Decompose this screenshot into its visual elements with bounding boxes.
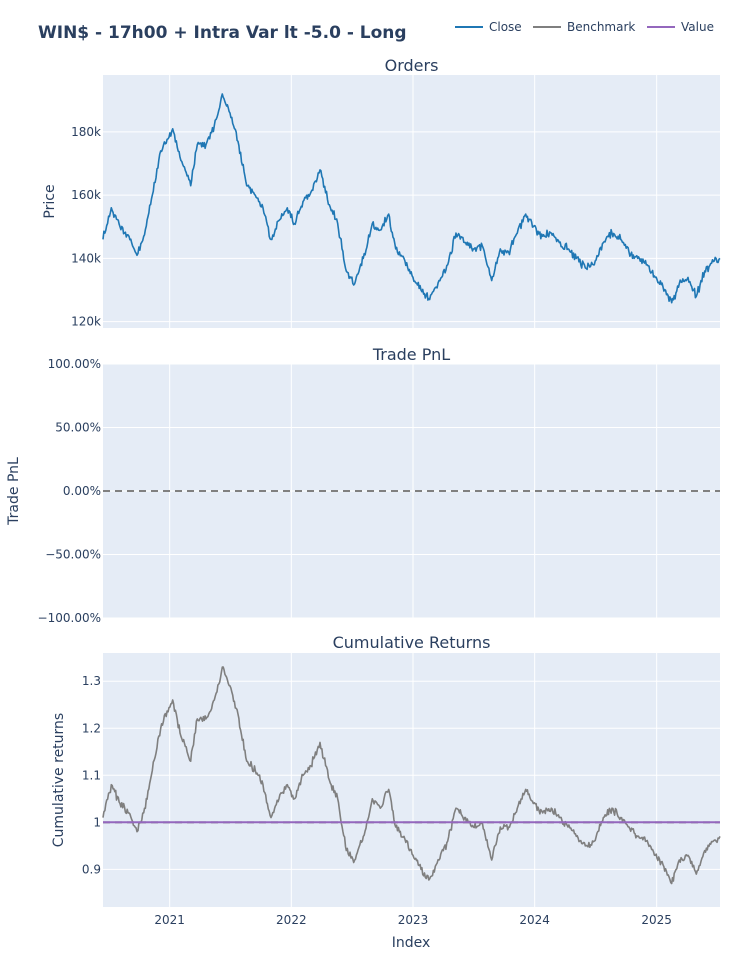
- y-tick-label: 100.00%: [48, 357, 101, 371]
- panel-orders: 120k 140k 160k 180k Orders Price: [42, 56, 721, 329]
- y-tick-label: −100.00%: [38, 611, 101, 625]
- y-tick-label: 0.9: [82, 862, 101, 876]
- x-tick-label: 2024: [519, 913, 550, 927]
- y-axis-label: Trade PnL: [6, 457, 22, 526]
- legend-label: Value: [681, 20, 714, 34]
- panel-title: Trade PnL: [372, 345, 450, 364]
- x-tick-label: 2022: [276, 913, 307, 927]
- y-tick-label: 1.3: [82, 674, 101, 688]
- y-tick-label: 120k: [71, 315, 101, 329]
- y-axis-label: Price: [42, 184, 58, 218]
- y-tick-label: 180k: [71, 125, 101, 139]
- plot-area[interactable]: [103, 653, 720, 907]
- legend[interactable]: Close Benchmark Value: [455, 20, 714, 34]
- x-tick-label: 2021: [154, 913, 185, 927]
- y-tick-label: 50.00%: [55, 421, 101, 435]
- y-tick-label: 1.1: [82, 768, 101, 782]
- y-tick-label: 1.2: [82, 721, 101, 735]
- y-tick-label: 1: [93, 815, 101, 829]
- legend-item-value[interactable]: Value: [647, 20, 714, 34]
- y-tick-label: 140k: [71, 251, 101, 265]
- x-tick-label: 2023: [398, 913, 429, 927]
- panel-title: Cumulative Returns: [333, 633, 491, 652]
- y-tick-label: −50.00%: [45, 548, 101, 562]
- legend-label: Close: [489, 20, 522, 34]
- x-axis-label: Index: [392, 935, 431, 951]
- y-axis-label: Cumulative returns: [51, 713, 67, 847]
- legend-item-close[interactable]: Close: [455, 20, 522, 34]
- legend-label: Benchmark: [567, 20, 635, 34]
- panel-trade-pnl: −100.00% −50.00% 0.00% 50.00% 100.00% Trade P…: [6, 345, 720, 625]
- y-tick-label: 0.00%: [63, 484, 101, 498]
- series-line-benchmark[interactable]: [102, 666, 721, 885]
- panel-title: Orders: [385, 56, 439, 75]
- y-tick-label: 160k: [71, 188, 101, 202]
- chart-title: WIN$ - 17h00 + Intra Var lt -5.0 - Long: [38, 23, 407, 43]
- x-tick-label: 2025: [641, 913, 672, 927]
- plot-area[interactable]: [103, 75, 720, 328]
- series-line-close[interactable]: [102, 93, 721, 304]
- panel-cumulative-returns: 0.9 1 1.1 1.2 1.3 Cumulative Returns Cumulativ…: [51, 633, 721, 927]
- legend-item-benchmark[interactable]: Benchmark: [533, 20, 635, 34]
